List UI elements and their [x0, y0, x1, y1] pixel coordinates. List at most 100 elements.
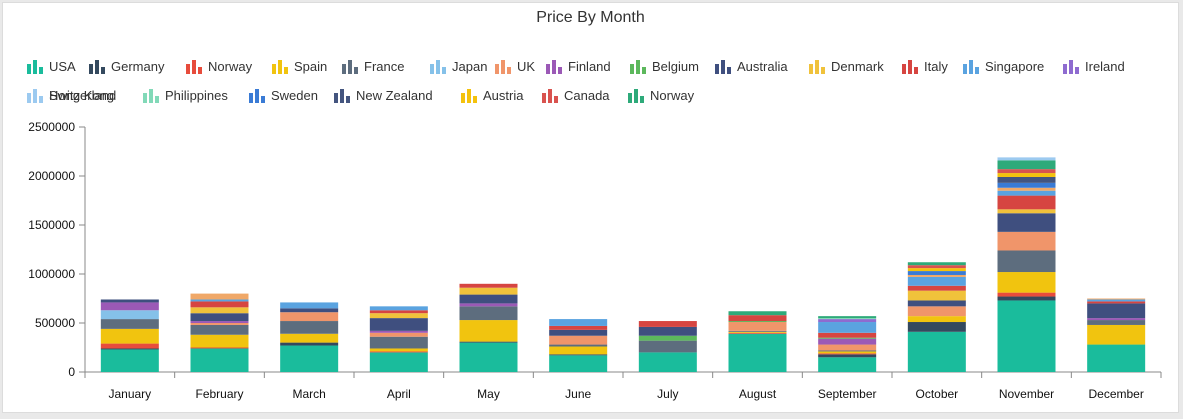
legend-item[interactable]: Norway: [628, 88, 694, 103]
bar-segment[interactable]: [818, 316, 877, 319]
legend-item[interactable]: New Zealand: [334, 88, 433, 103]
bar-segment[interactable]: [638, 340, 697, 353]
bar-segment[interactable]: [997, 300, 1056, 372]
bar-segment[interactable]: [369, 351, 428, 353]
legend-item[interactable]: Australia: [715, 59, 788, 74]
bar-segment[interactable]: [369, 318, 428, 331]
bar-segment[interactable]: [997, 187, 1056, 191]
bar-segment[interactable]: [190, 313, 249, 322]
bar-segment[interactable]: [369, 348, 428, 352]
bar-segment[interactable]: [280, 333, 339, 343]
bar-segment[interactable]: [818, 322, 877, 333]
bar-segment[interactable]: [728, 331, 787, 333]
bar-segment[interactable]: [997, 190, 1056, 196]
legend-item[interactable]: Philippines: [143, 88, 228, 103]
bar-segment[interactable]: [459, 320, 518, 342]
bar-segment[interactable]: [818, 318, 877, 320]
legend-item[interactable]: UK: [495, 59, 535, 74]
legend-item[interactable]: Germany: [89, 59, 164, 74]
bar-segment[interactable]: [728, 333, 787, 372]
bar-segment[interactable]: [549, 329, 608, 336]
bar-segment[interactable]: [549, 355, 608, 372]
bar-segment[interactable]: [549, 346, 608, 355]
bar-segment[interactable]: [459, 294, 518, 304]
bar-segment[interactable]: [459, 306, 518, 321]
bar-segment[interactable]: [459, 303, 518, 307]
bar-segment[interactable]: [280, 312, 339, 322]
bar-segment[interactable]: [190, 348, 249, 372]
bar-segment[interactable]: [369, 313, 428, 319]
legend-item[interactable]: Belgium: [630, 59, 699, 74]
bar-segment[interactable]: [1087, 298, 1146, 300]
legend-item[interactable]: Norway: [186, 59, 252, 74]
bar-segment[interactable]: [1087, 303, 1146, 319]
legend-item[interactable]: France: [342, 59, 404, 74]
bar-segment[interactable]: [549, 344, 608, 347]
bar-segment[interactable]: [549, 325, 608, 330]
bar-segment[interactable]: [280, 302, 339, 309]
bar-segment[interactable]: [100, 302, 159, 311]
bar-segment[interactable]: [190, 293, 249, 300]
bar-segment[interactable]: [369, 330, 428, 333]
bar-segment[interactable]: [997, 173, 1056, 177]
bar-segment[interactable]: [280, 345, 339, 372]
bar-segment[interactable]: [997, 195, 1056, 210]
bar-segment[interactable]: [907, 274, 966, 277]
legend-item[interactable]: Hong Kong: [27, 88, 114, 103]
bar-segment[interactable]: [907, 300, 966, 307]
legend-item[interactable]: Denmark: [809, 59, 884, 74]
legend-item[interactable]: USA: [27, 59, 76, 74]
bar-segment[interactable]: [818, 351, 877, 354]
bar-segment[interactable]: [190, 301, 249, 308]
bar-segment[interactable]: [1087, 344, 1146, 372]
bar-segment[interactable]: [369, 332, 428, 337]
bar-segment[interactable]: [1087, 324, 1146, 345]
bar-segment[interactable]: [997, 296, 1056, 301]
bar-segment[interactable]: [728, 322, 787, 331]
bar-segment[interactable]: [280, 308, 339, 313]
bar-segment[interactable]: [907, 262, 966, 266]
bar-segment[interactable]: [818, 350, 877, 352]
bar-segment[interactable]: [369, 310, 428, 314]
bar-segment[interactable]: [997, 231, 1056, 251]
bar-segment[interactable]: [549, 354, 608, 356]
bar-segment[interactable]: [818, 337, 877, 339]
legend-item[interactable]: Austria: [461, 88, 523, 103]
bar-segment[interactable]: [728, 315, 787, 322]
bar-segment[interactable]: [190, 323, 249, 325]
bar-segment[interactable]: [190, 334, 249, 348]
bar-segment[interactable]: [1087, 301, 1146, 304]
bar-segment[interactable]: [369, 352, 428, 372]
bar-segment[interactable]: [997, 176, 1056, 183]
bar-segment[interactable]: [997, 250, 1056, 273]
bar-segment[interactable]: [997, 272, 1056, 293]
bar-segment[interactable]: [100, 299, 159, 303]
legend-item[interactable]: Sweden: [249, 88, 318, 103]
bar-segment[interactable]: [369, 336, 428, 349]
bar-segment[interactable]: [100, 328, 159, 344]
bar-segment[interactable]: [818, 357, 877, 372]
bar-segment[interactable]: [907, 290, 966, 301]
bar-segment[interactable]: [1087, 318, 1146, 321]
bar-segment[interactable]: [907, 306, 966, 317]
bar-segment[interactable]: [907, 331, 966, 372]
bar-segment[interactable]: [818, 344, 877, 351]
bar-segment[interactable]: [190, 299, 249, 302]
legend-item[interactable]: Ireland: [1063, 59, 1125, 74]
bar-segment[interactable]: [728, 311, 787, 316]
bar-segment[interactable]: [638, 352, 697, 372]
bar-segment[interactable]: [997, 209, 1056, 214]
bar-segment[interactable]: [638, 321, 697, 327]
bar-segment[interactable]: [459, 342, 518, 372]
bar-segment[interactable]: [549, 319, 608, 326]
bar-segment[interactable]: [280, 342, 339, 346]
bar-segment[interactable]: [997, 182, 1056, 188]
bar-segment[interactable]: [459, 287, 518, 295]
bar-segment[interactable]: [907, 316, 966, 323]
bar-segment[interactable]: [997, 213, 1056, 232]
bar-segment[interactable]: [369, 306, 428, 311]
bar-segment[interactable]: [638, 326, 697, 336]
bar-segment[interactable]: [728, 330, 787, 332]
bar-segment[interactable]: [818, 332, 877, 338]
bar-segment[interactable]: [997, 292, 1056, 297]
